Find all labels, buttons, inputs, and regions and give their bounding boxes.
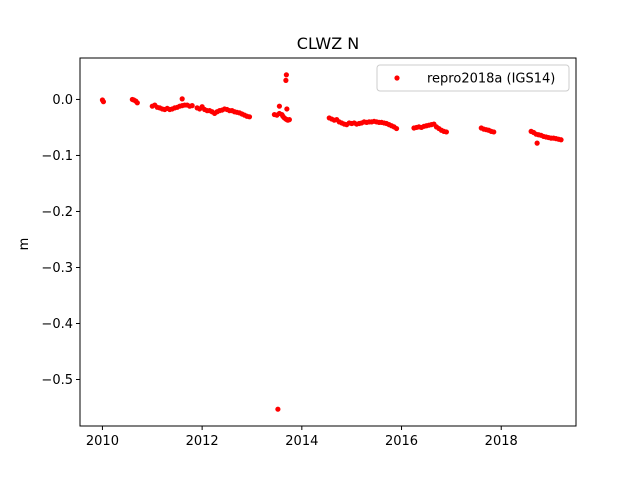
data-point — [558, 137, 564, 143]
y-tick-label: −0.5 — [41, 373, 73, 388]
plot-frame — [79, 57, 577, 427]
data-point — [284, 106, 290, 112]
data-point — [189, 103, 195, 109]
x-tick-label: 2016 — [385, 434, 418, 449]
data-point — [491, 129, 497, 135]
x-tick-label: 2010 — [86, 434, 119, 449]
data-point — [283, 72, 289, 78]
data-point — [100, 99, 107, 105]
plot-points — [99, 72, 564, 412]
y-axis-label: m — [17, 238, 32, 251]
x-tick-label: 2012 — [186, 434, 219, 449]
data-point — [246, 114, 253, 120]
data-point — [134, 100, 140, 106]
data-point — [393, 125, 400, 132]
y-tick-label: −0.1 — [41, 149, 73, 164]
data-point — [283, 77, 289, 83]
y-axis: 0.0 −0.1 −0.2 −0.3 −0.4 −0.5 — [41, 93, 80, 388]
legend-box — [376, 64, 570, 92]
legend-marker — [394, 75, 400, 81]
data-point — [275, 406, 281, 412]
x-tick-label: 2014 — [285, 434, 318, 449]
legend-label: repro2018a (IGS14) — [427, 72, 555, 87]
data-point — [286, 117, 292, 123]
data-point — [443, 129, 449, 135]
legend: repro2018a (IGS14) — [376, 64, 570, 92]
y-tick-label: 0.0 — [52, 93, 73, 108]
y-tick-label: −0.4 — [41, 317, 73, 332]
data-point — [179, 96, 185, 102]
data-point — [276, 103, 282, 109]
y-tick-label: −0.3 — [41, 261, 73, 276]
x-axis: 2010 2012 2014 2016 2018 — [86, 426, 518, 449]
data-point — [534, 140, 540, 146]
y-tick-label: −0.2 — [41, 205, 73, 220]
chart-title: CLWZ N — [297, 34, 359, 53]
x-tick-label: 2018 — [485, 434, 518, 449]
